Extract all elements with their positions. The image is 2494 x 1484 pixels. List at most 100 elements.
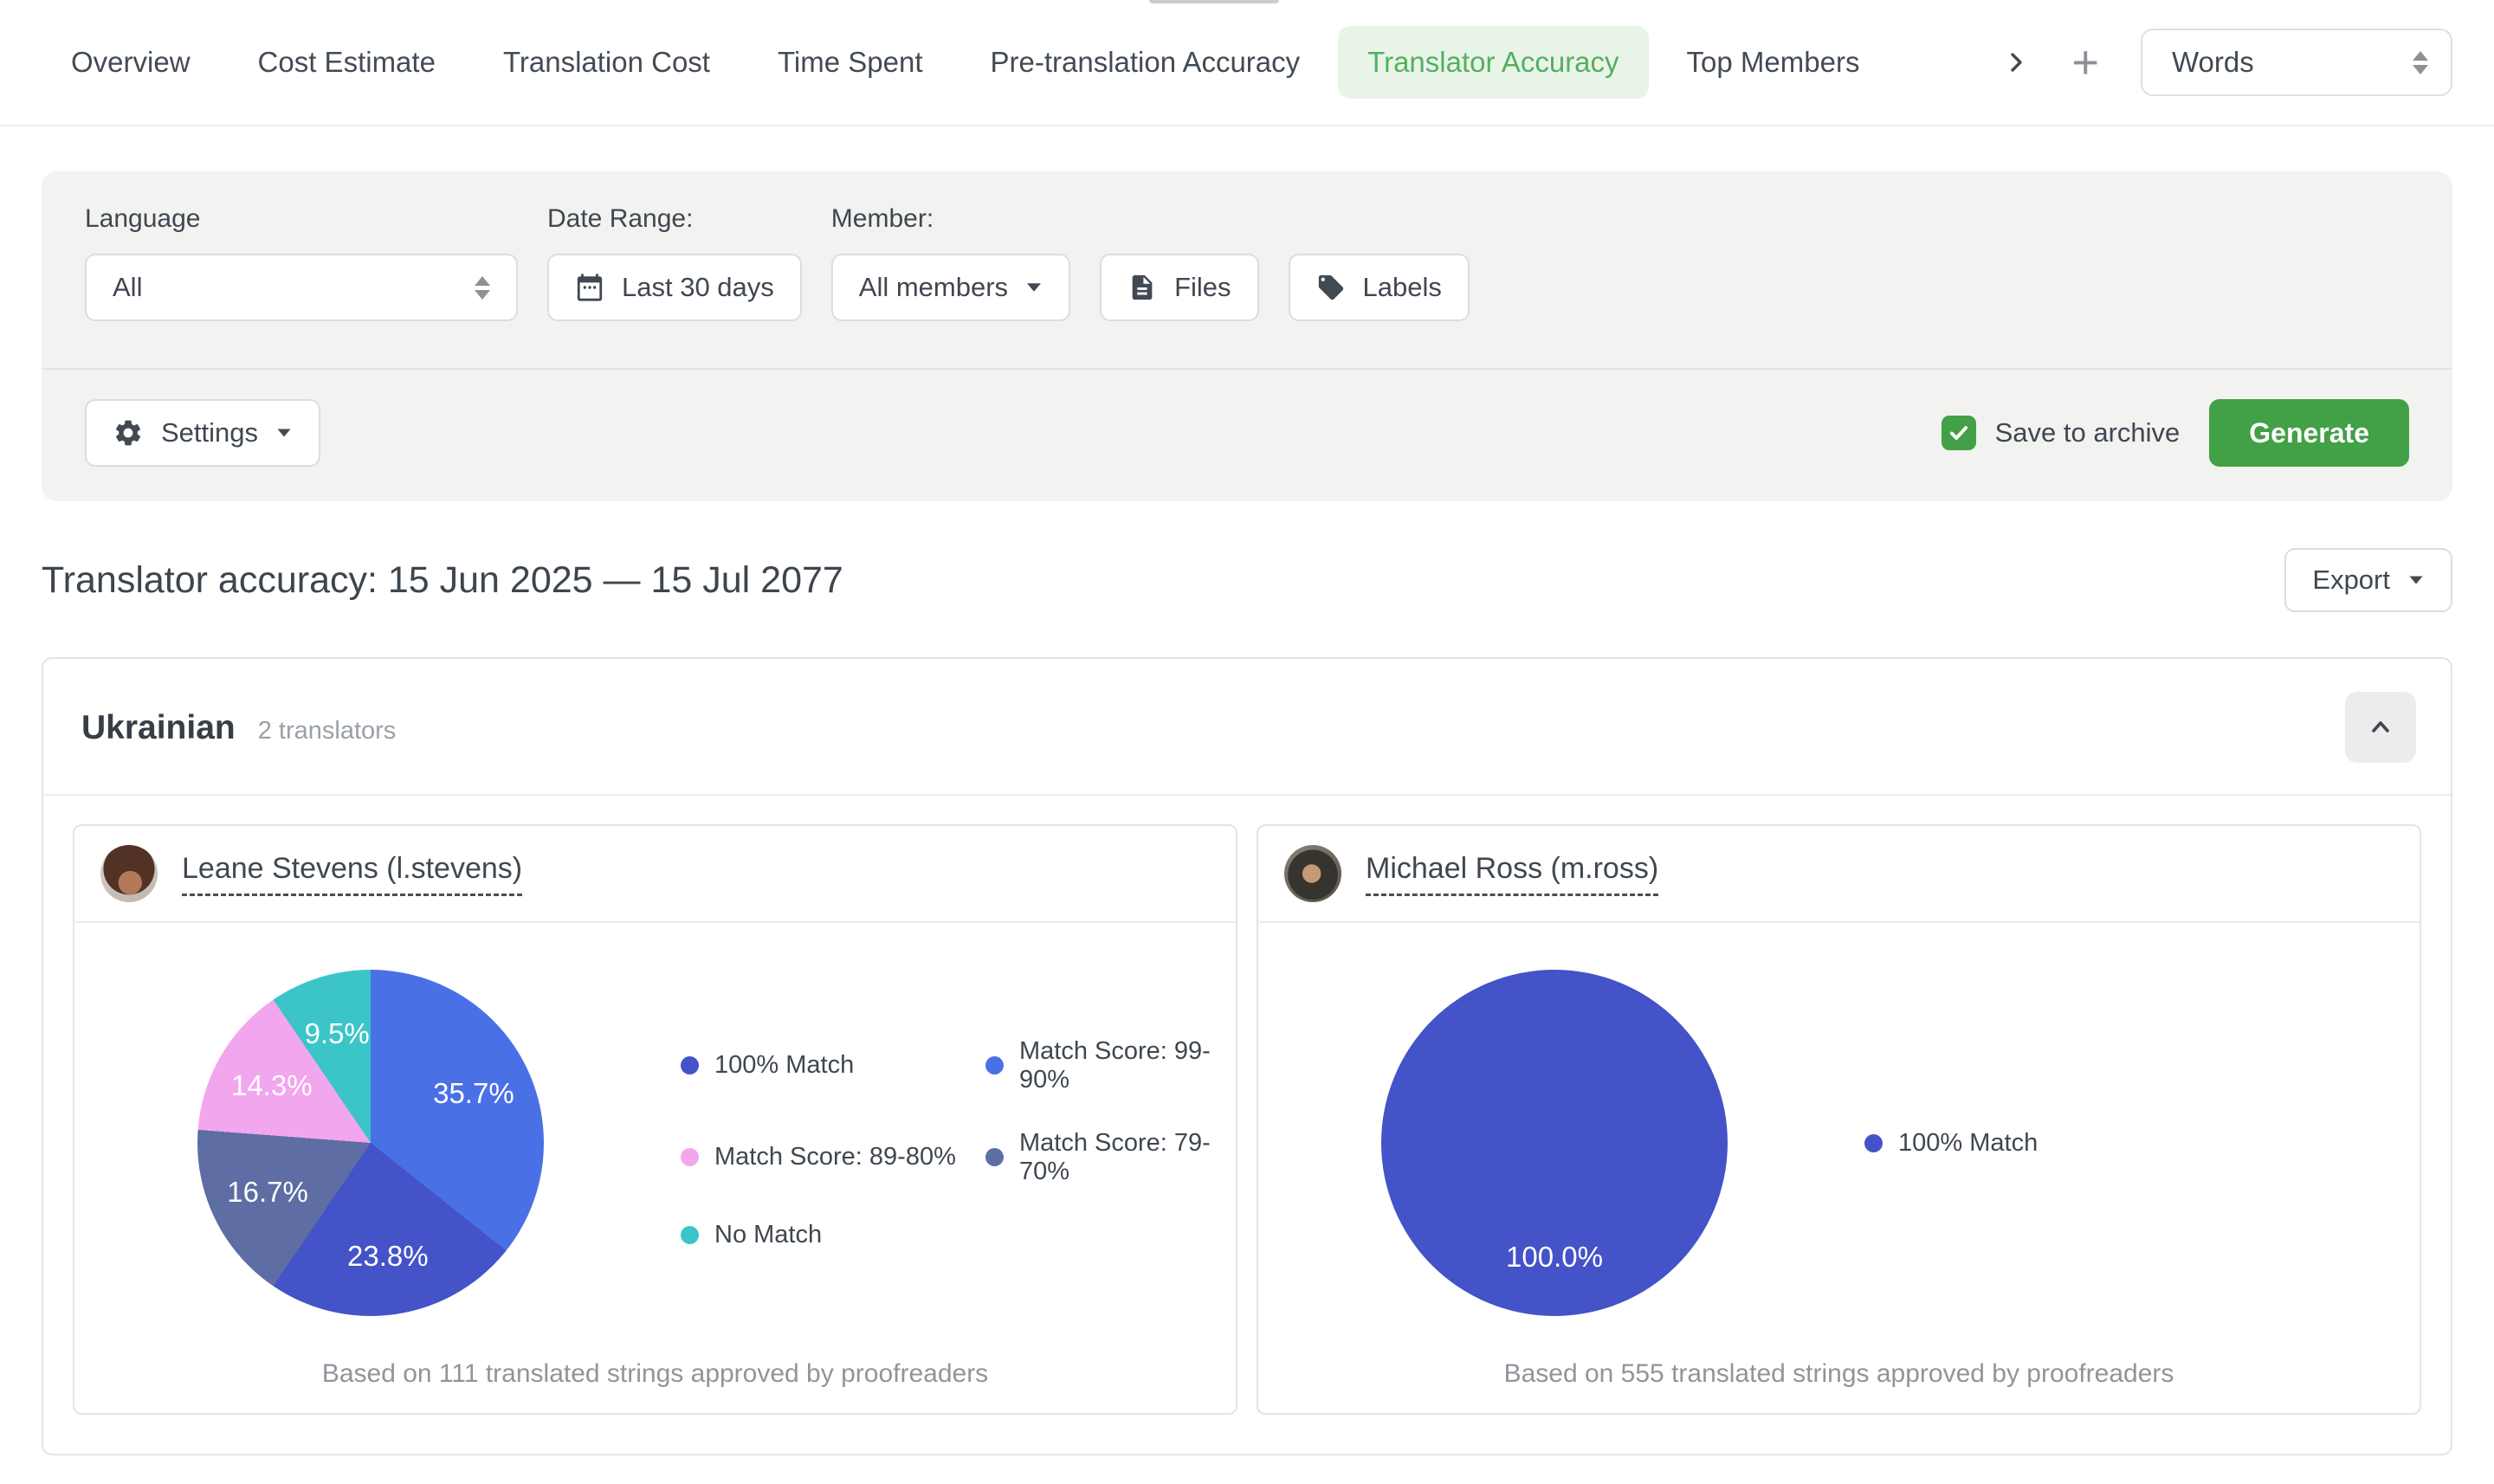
language-field: Language All	[85, 204, 518, 321]
settings-button[interactable]: Settings	[85, 399, 321, 467]
tab-translation-cost[interactable]: Translation Cost	[502, 46, 710, 78]
date-range-label: Date Range:	[547, 204, 694, 233]
legend-label: 100% Match	[714, 1051, 855, 1079]
legend-label: Match Score: 99-90%	[1019, 1036, 1211, 1094]
language-card: Ukrainian 2 translators Leane Stevens (l…	[42, 657, 2452, 1455]
legend-dot	[985, 1056, 1004, 1074]
legend-label: Match Score: 89-80%	[714, 1143, 956, 1171]
settings-button-label: Settings	[161, 417, 259, 448]
pie-slice-label: 100.0%	[1506, 1241, 1603, 1273]
generate-controls: Save to archive Generate	[1941, 399, 2409, 467]
chart-row: 100.0% 100% Match	[1258, 970, 2420, 1316]
legend-label: 100% Match	[1898, 1128, 2038, 1157]
labels-button-label: Labels	[1362, 272, 1442, 302]
pie-slice-label: 23.8%	[347, 1239, 429, 1272]
pie-chart: 35.7% 23.8% 16.7% 14.3% 9.5%	[197, 970, 544, 1316]
member-dropdown[interactable]: All members	[830, 254, 1071, 321]
report-tabbar: Overview Cost Estimate Translation Cost Tim…	[0, 0, 2494, 126]
pie-chart-wrap: 100.0%	[1381, 970, 1728, 1316]
chart-footnote: Based on 555 translated strings approved…	[1503, 1359, 2174, 1388]
translator-card-header: Michael Ross (m.ross)	[1258, 826, 2420, 923]
tag-icon	[1318, 274, 1343, 300]
unit-select-value: Words	[2172, 46, 2254, 78]
tab-overview[interactable]: Overview	[71, 46, 191, 78]
tab-cost-estimate[interactable]: Cost Estimate	[257, 46, 436, 78]
save-to-archive-toggle[interactable]: Save to archive	[1941, 416, 2181, 450]
page-title: Translator accuracy: 15 Jun 2025 — 15 Ju…	[42, 558, 843, 601]
labels-button[interactable]: Labels	[1288, 254, 1470, 321]
panel-divider	[42, 368, 2452, 370]
caret-down-icon	[1027, 283, 1042, 292]
labels-field: Labels	[1288, 254, 1470, 321]
legend-dot	[681, 1056, 699, 1074]
caret-down-icon	[277, 429, 291, 437]
export-button-label: Export	[2312, 565, 2390, 595]
language-select[interactable]: All	[85, 254, 518, 321]
pie-slice-label: 9.5%	[304, 1016, 370, 1049]
chart-footnote: Based on 111 translated strings approved…	[321, 1359, 989, 1388]
legend-item: Match Score: 89-80%	[681, 1129, 985, 1186]
offscreen-window-edge	[1149, 0, 1279, 3]
translator-card: Leane Stevens (l.stevens) 35.7% 23.8% 16.7…	[73, 824, 1237, 1415]
legend-label: Match Score: 79-70%	[1019, 1128, 1211, 1185]
pie-slice-label: 35.7%	[433, 1076, 514, 1109]
date-range-button[interactable]: Last 30 days	[547, 254, 802, 321]
legend-dot	[1864, 1133, 1883, 1152]
language-name: Ukrainian	[81, 709, 236, 746]
legend: 100% Match Match Score: 99-90% Match Score…	[681, 1037, 1236, 1249]
filter-panel: Language All Date Range: Last 30 days Me…	[42, 171, 2452, 501]
tab-pre-translation-accuracy[interactable]: Pre-translation Accuracy	[990, 46, 1301, 78]
legend-dot	[681, 1225, 699, 1244]
date-range-value: Last 30 days	[622, 272, 774, 302]
legend-dot	[985, 1148, 1004, 1166]
language-select-value: All	[113, 272, 143, 302]
member-field: Member: All members	[830, 204, 1071, 321]
legend-item: No Match	[681, 1221, 985, 1249]
language-card-header: Ukrainian 2 translators	[43, 659, 2451, 796]
legend-dot	[681, 1148, 699, 1166]
calendar-icon	[577, 274, 603, 301]
add-report-button[interactable]: +	[2071, 36, 2099, 88]
collapse-section-button[interactable]	[2345, 692, 2416, 763]
scroll-tabs-button[interactable]	[2002, 48, 2030, 76]
legend-item: 100% Match	[681, 1037, 985, 1094]
save-to-archive-checkbox[interactable]	[1941, 416, 1976, 450]
files-button[interactable]: Files	[1100, 254, 1259, 321]
pie-slice-label: 16.7%	[227, 1176, 308, 1209]
tab-time-spent[interactable]: Time Spent	[777, 46, 923, 78]
legend-item: Match Score: 99-90%	[985, 1037, 1236, 1094]
unit-select[interactable]: Words	[2141, 29, 2452, 96]
member-dropdown-value: All members	[858, 272, 1009, 302]
tab-translator-accuracy[interactable]: Translator Accuracy	[1338, 26, 1649, 99]
select-caret-icon	[2413, 50, 2428, 74]
generate-button[interactable]: Generate	[2209, 399, 2409, 467]
translator-name[interactable]: Leane Stevens (l.stevens)	[182, 852, 523, 896]
gear-icon	[115, 420, 141, 446]
chart-row: 35.7% 23.8% 16.7% 14.3% 9.5% 100% Match Match…	[74, 970, 1236, 1316]
translators-count: 2 translators	[257, 717, 397, 745]
select-caret-icon	[475, 275, 490, 300]
tab-top-members[interactable]: Top Members	[1686, 46, 1860, 78]
translator-card: Michael Ross (m.ross) 100.0% 100% Match …	[1257, 824, 2421, 1415]
file-icon	[1132, 274, 1153, 300]
chevron-up-icon	[2372, 721, 2389, 732]
avatar	[100, 845, 158, 902]
legend-label: No Match	[714, 1220, 823, 1248]
translator-card-header: Leane Stevens (l.stevens)	[74, 826, 1236, 923]
legend-item: 100% Match	[1864, 1129, 2169, 1158]
chevron-right-icon	[2011, 53, 2023, 72]
tabbar-controls: + Words	[2002, 29, 2452, 96]
legend-item: Match Score: 79-70%	[985, 1129, 1236, 1186]
pie-chart-wrap: 35.7% 23.8% 16.7% 14.3% 9.5%	[197, 970, 544, 1316]
export-button[interactable]: Export	[2284, 548, 2452, 612]
report-title-row: Translator accuracy: 15 Jun 2025 — 15 Ju…	[42, 548, 2452, 612]
translator-name[interactable]: Michael Ross (m.ross)	[1366, 852, 1659, 896]
language-label: Language	[85, 204, 201, 233]
report-tabs: Overview Cost Estimate Translation Cost Tim…	[42, 26, 1889, 99]
pie-slice-label: 14.3%	[230, 1068, 313, 1101]
date-range-field: Date Range: Last 30 days	[547, 204, 802, 321]
avatar	[1284, 845, 1341, 902]
settings-row: Settings Save to archive Generate	[85, 370, 2409, 501]
files-button-label: Files	[1174, 272, 1231, 302]
save-to-archive-label: Save to archive	[1994, 417, 2181, 448]
